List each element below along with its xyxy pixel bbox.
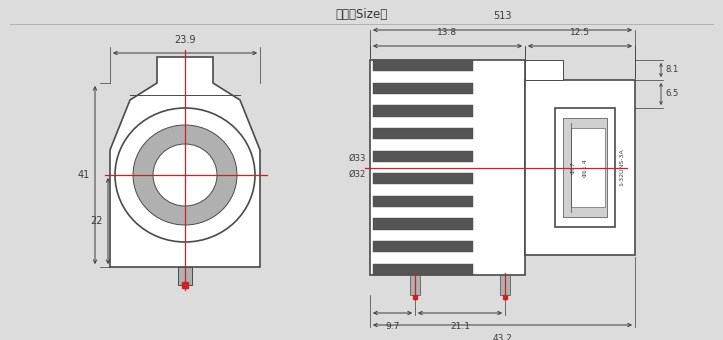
Text: 23.9: 23.9: [174, 35, 196, 45]
Bar: [373, 105, 473, 117]
Bar: [373, 83, 473, 94]
Bar: [373, 241, 473, 252]
Bar: [555, 108, 615, 227]
Bar: [178, 267, 192, 285]
Text: 13.8: 13.8: [437, 28, 458, 37]
Bar: [525, 60, 563, 80]
Bar: [370, 60, 525, 275]
Bar: [571, 128, 605, 207]
Text: 9.7: 9.7: [385, 322, 400, 331]
Ellipse shape: [115, 108, 255, 242]
Text: 21.1: 21.1: [450, 322, 470, 331]
Bar: [563, 118, 607, 217]
Bar: [373, 196, 473, 207]
Text: 尺寸（Size）: 尺寸（Size）: [336, 7, 388, 20]
Text: Φ17: Φ17: [570, 161, 576, 174]
Text: 6.5: 6.5: [665, 89, 678, 99]
Text: Φ11.4: Φ11.4: [583, 158, 588, 177]
Bar: [373, 218, 473, 230]
Text: 8.1: 8.1: [665, 66, 678, 74]
Bar: [500, 275, 510, 295]
Text: 12.5: 12.5: [570, 28, 590, 37]
Text: 1-32UNS-3A: 1-32UNS-3A: [619, 149, 624, 186]
Bar: [373, 151, 473, 162]
Text: 513: 513: [493, 11, 512, 21]
Bar: [373, 173, 473, 185]
Bar: [373, 264, 473, 275]
Bar: [373, 60, 473, 71]
Bar: [410, 275, 420, 295]
PathPatch shape: [110, 57, 260, 267]
Ellipse shape: [133, 125, 237, 225]
Bar: [525, 80, 635, 255]
Text: 41: 41: [78, 170, 90, 180]
Text: Ø33: Ø33: [348, 153, 366, 163]
Text: 22: 22: [90, 216, 103, 226]
Bar: [373, 128, 473, 139]
Ellipse shape: [153, 144, 217, 206]
Text: Ø32: Ø32: [348, 170, 366, 178]
Text: 43.2: 43.2: [492, 334, 513, 340]
